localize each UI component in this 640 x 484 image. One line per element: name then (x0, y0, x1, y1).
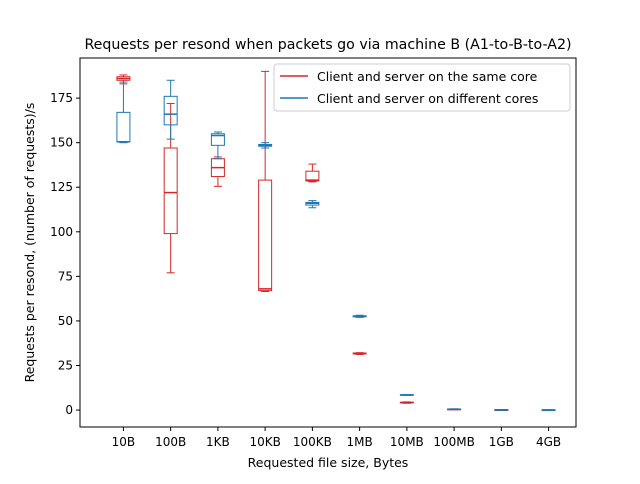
x-axis: 10B 100B 1KB 10KB 100KB 1MB 10MB 100MB 1GB 4GB (112, 427, 561, 449)
x-tick-label: 1GB (489, 435, 514, 449)
axes-frame (79, 57, 577, 428)
x-tick-label: 100KB (293, 435, 332, 449)
box-body (116, 111, 131, 143)
box-body (305, 170, 320, 182)
box-1-100B (163, 79, 178, 140)
box-1-100KB (305, 200, 320, 209)
y-tick-label: 175 (50, 91, 73, 105)
box-body (258, 179, 273, 292)
legend-label: Client and server on different cores (317, 91, 538, 106)
y-tick-label: 150 (50, 136, 73, 150)
chart-title: Requests per resond when packets go via … (84, 37, 571, 53)
legend-label: Client and server on the same core (317, 69, 538, 84)
box-body (163, 147, 178, 235)
y-tick-label: 25 (58, 359, 73, 373)
x-tick-label: 100MB (433, 435, 475, 449)
y-tick-label: 75 (58, 269, 73, 283)
y-axis-label: Requests per resond, (number of requests… (22, 103, 37, 383)
y-tick-label: 50 (58, 314, 73, 328)
box-body (210, 133, 225, 146)
y-tick-label: 125 (50, 180, 73, 194)
box-1-10MB (399, 394, 414, 396)
y-tick-label: 100 (50, 225, 73, 239)
box-0-10MB (399, 401, 414, 404)
x-tick-label: 4GB (536, 435, 561, 449)
box-1-4GB (541, 409, 556, 411)
plot-area (116, 70, 556, 412)
x-tick-label: 10B (112, 435, 136, 449)
y-tick-label: 0 (65, 403, 73, 417)
legend: Client and server on the same core Client… (273, 63, 571, 112)
box-1-1GB (494, 409, 509, 411)
box-1-10KB (258, 142, 273, 149)
box-0-1MB (352, 352, 367, 355)
x-axis-label: Requested file size, Bytes (248, 455, 409, 470)
x-tick-label: 100B (155, 435, 186, 449)
box-1-10B (116, 81, 131, 144)
x-tick-label: 1MB (347, 435, 373, 449)
box-0-100KB (305, 163, 320, 183)
box-1-1KB (210, 131, 225, 160)
box-1-100MB (447, 408, 462, 411)
box-0-1KB (210, 156, 225, 187)
box-0-10KB (258, 70, 273, 293)
x-tick-label: 1KB (206, 435, 230, 449)
box-body (163, 95, 178, 126)
box-1-1MB (352, 314, 367, 318)
y-axis: 0 25 50 75 100 125 150 175 (50, 91, 80, 417)
legend-frame (273, 63, 571, 112)
x-tick-label: 10MB (390, 435, 424, 449)
x-tick-label: 10KB (249, 435, 280, 449)
